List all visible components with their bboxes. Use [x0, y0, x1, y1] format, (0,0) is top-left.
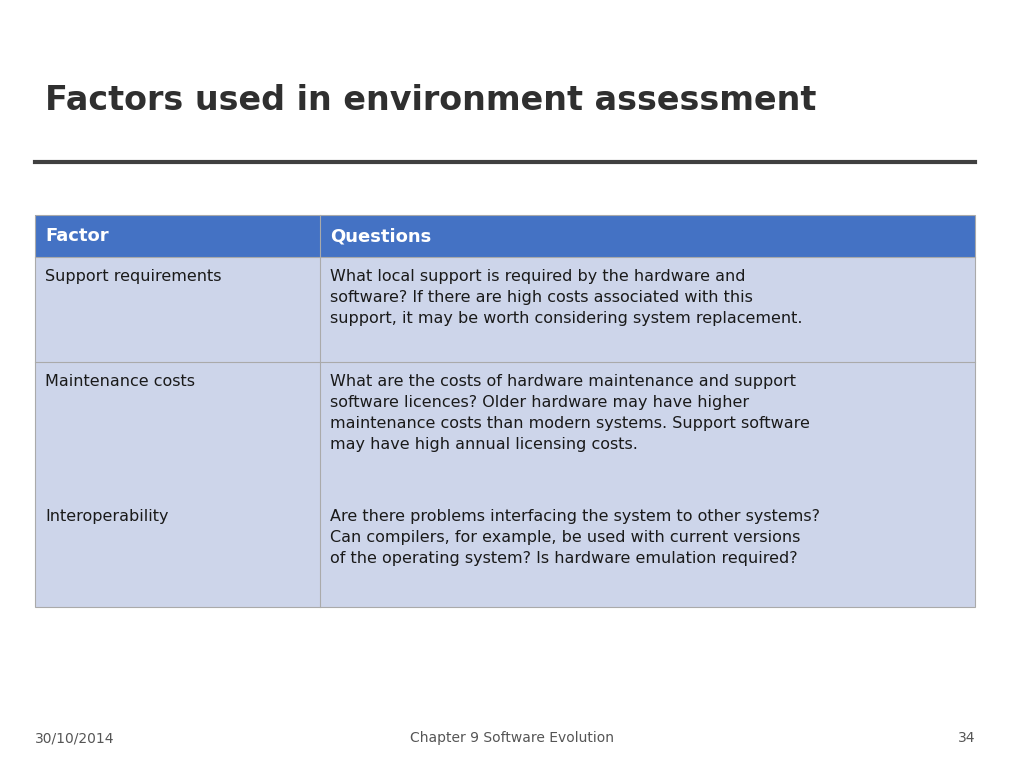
Bar: [35, 362, 319, 497]
Bar: [35, 257, 319, 362]
Bar: [319, 362, 975, 497]
Bar: [35, 497, 319, 607]
Text: Support requirements: Support requirements: [45, 269, 221, 284]
Text: 30/10/2014: 30/10/2014: [35, 731, 115, 745]
Bar: [35, 215, 975, 257]
Text: What are the costs of hardware maintenance and support
software licences? Older : What are the costs of hardware maintenan…: [330, 374, 810, 452]
Text: Interoperability: Interoperability: [45, 509, 169, 524]
Text: Maintenance costs: Maintenance costs: [45, 374, 195, 389]
Text: What local support is required by the hardware and
software? If there are high c: What local support is required by the ha…: [330, 269, 803, 326]
Text: Are there problems interfacing the system to other systems?
Can compilers, for e: Are there problems interfacing the syste…: [330, 509, 820, 566]
Text: Questions: Questions: [330, 227, 431, 245]
Text: 34: 34: [957, 731, 975, 745]
Bar: [35, 215, 975, 607]
Text: Chapter 9 Software Evolution: Chapter 9 Software Evolution: [410, 731, 614, 745]
Bar: [319, 257, 975, 362]
Text: Factors used in environment assessment: Factors used in environment assessment: [45, 84, 816, 117]
Bar: [319, 497, 975, 607]
Text: Factor: Factor: [45, 227, 109, 245]
